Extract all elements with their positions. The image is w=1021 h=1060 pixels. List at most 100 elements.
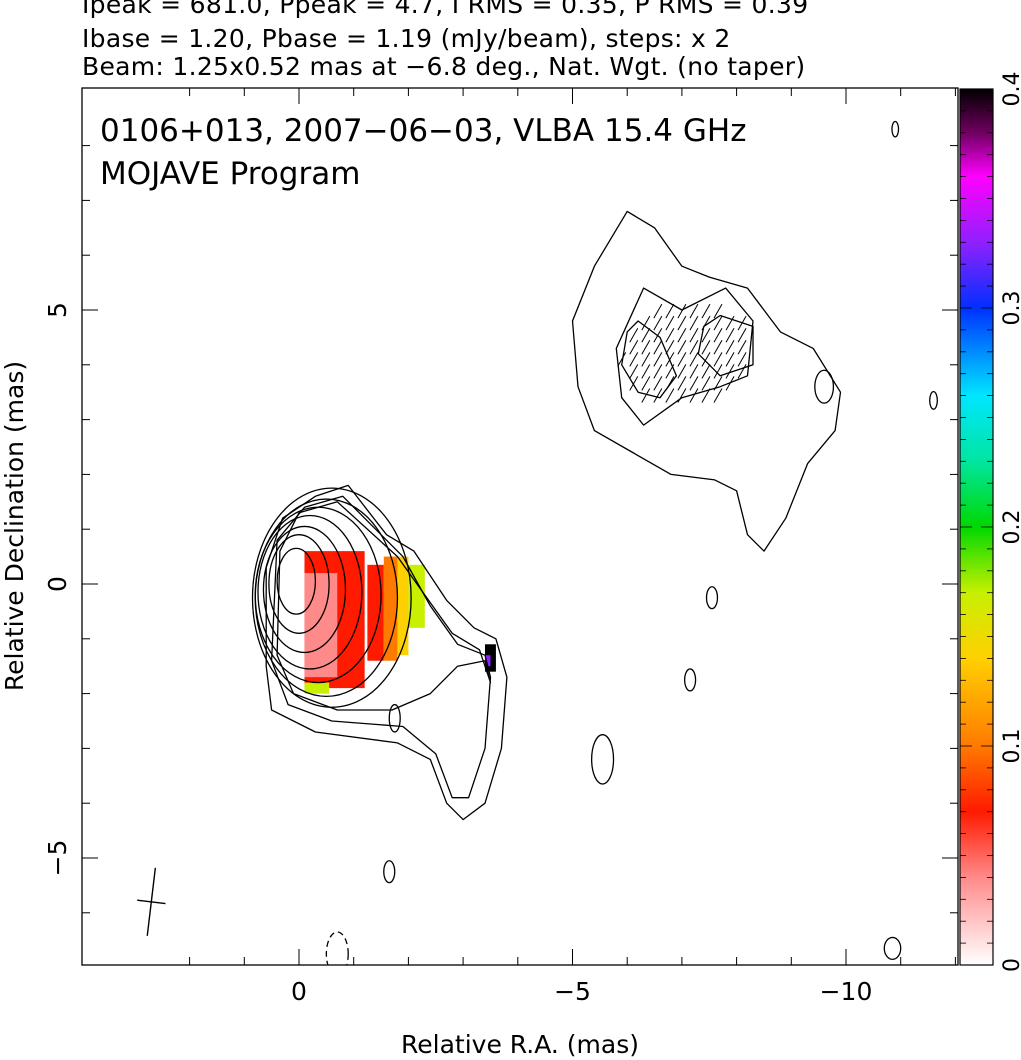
core-contour <box>276 547 317 615</box>
evpa-tick <box>701 327 711 343</box>
evpa-tick <box>641 376 651 391</box>
evpa-tick <box>689 303 699 319</box>
plot-frame: 0 −5 −10 5 0 −5 <box>43 87 959 1006</box>
evpa-tick <box>725 364 735 379</box>
evpa-tick <box>629 364 639 379</box>
evpa-tick <box>701 376 711 391</box>
evpa-tick <box>665 340 675 355</box>
evpa-tick <box>689 364 699 379</box>
evpa-tick <box>689 388 699 403</box>
jet-contour <box>276 501 492 711</box>
evpa-tick <box>713 327 723 343</box>
evpa-tick <box>713 388 723 403</box>
small-contour <box>683 668 697 692</box>
plot-title: 0106+013, 2007−06−03, VLBA 15.4 GHz <box>100 113 746 149</box>
core-contour <box>262 525 347 654</box>
evpa-tick <box>653 388 663 403</box>
evpa-tick <box>713 315 723 331</box>
evpa-tick <box>665 388 675 403</box>
evpa-tick <box>737 352 747 367</box>
evpa-tick <box>617 352 627 367</box>
jet-contour <box>621 320 678 399</box>
evpa-tick <box>629 352 639 367</box>
plot-subtitle: MOJAVE Program <box>100 156 360 192</box>
evpa-tick <box>653 376 663 391</box>
colorbar-tick-label: 0.3 <box>1000 291 1021 326</box>
evpa-tick <box>665 303 675 319</box>
x-axis-label: Relative R.A. (mas) <box>401 1030 639 1059</box>
polarization-patch <box>484 655 491 667</box>
small-contour <box>883 936 902 961</box>
polarization-patch <box>304 682 330 694</box>
evpa-tick <box>677 352 687 367</box>
small-contour <box>383 860 396 884</box>
evpa-tick <box>641 352 651 367</box>
evpa-tick <box>689 315 699 331</box>
evpa-tick <box>641 315 651 331</box>
evpa-tick <box>653 315 663 331</box>
small-contour <box>929 391 938 410</box>
x-tick-label: −10 <box>820 977 873 1006</box>
evpa-tick <box>689 340 699 355</box>
evpa-tick <box>713 352 723 367</box>
small-contour <box>590 734 615 785</box>
evpa-tick <box>665 315 675 331</box>
evpa-tick <box>713 303 723 319</box>
colorbar-tick-label: 0.4 <box>1000 72 1021 107</box>
evpa-tick <box>653 352 663 367</box>
core-contour <box>257 514 363 670</box>
evpa-tick <box>677 340 687 355</box>
plot-border <box>81 87 959 966</box>
evpa-tick <box>629 376 639 391</box>
evpa-tick <box>725 327 735 343</box>
beam-minor-axis <box>137 899 166 905</box>
core-contour <box>268 534 330 634</box>
evpa-tick <box>701 388 711 403</box>
evpa-tick <box>701 303 711 319</box>
evpa-tick <box>725 352 735 367</box>
evpa-tick <box>725 315 735 331</box>
colorbar-tick-label: 0 <box>1000 958 1021 972</box>
evpa-ticks <box>617 303 747 403</box>
evpa-tick <box>677 303 687 319</box>
evpa-tick <box>737 327 747 343</box>
jet-contour <box>697 314 754 377</box>
y-axis-label: Relative Declination (mas) <box>0 361 29 691</box>
polarization-patch <box>383 556 398 661</box>
polarization-patch <box>408 564 425 628</box>
evpa-tick <box>677 376 687 391</box>
jet-contour <box>615 287 754 426</box>
evpa-tick <box>653 303 663 319</box>
x-tick-label: −5 <box>554 977 591 1006</box>
header-line-1: Ipeak = 681.0, Ppeak = 4.7, I RMS = 0.35… <box>82 0 809 19</box>
small-contour <box>388 703 401 733</box>
y-tick-label: 5 <box>43 302 72 318</box>
evpa-tick <box>689 327 699 343</box>
evpa-tick <box>665 327 675 343</box>
evpa-tick <box>677 315 687 331</box>
small-contour <box>891 120 900 138</box>
y-tick-label: 0 <box>43 576 72 592</box>
evpa-tick <box>701 352 711 367</box>
small-contour <box>814 369 835 404</box>
evpa-tick <box>653 340 663 355</box>
evpa-tick <box>737 340 747 355</box>
evpa-tick <box>737 364 747 379</box>
jet-contour <box>265 484 508 821</box>
polarization-color-map <box>304 551 496 694</box>
y-tick-label: −5 <box>43 840 72 877</box>
evpa-tick <box>653 364 663 379</box>
evpa-tick <box>677 364 687 379</box>
polarization-patch <box>397 556 409 656</box>
polarization-patch <box>367 564 384 661</box>
evpa-tick <box>701 364 711 379</box>
evpa-tick <box>629 327 639 343</box>
evpa-tick <box>689 352 699 367</box>
x-tick-label: 0 <box>291 977 307 1006</box>
evpa-tick <box>641 340 651 355</box>
colorbar-tick-label: 0.2 <box>1000 510 1021 545</box>
header-line-3: Beam: 1.25x0.52 mas at −6.8 deg., Nat. W… <box>82 52 806 81</box>
evpa-tick <box>641 327 651 343</box>
